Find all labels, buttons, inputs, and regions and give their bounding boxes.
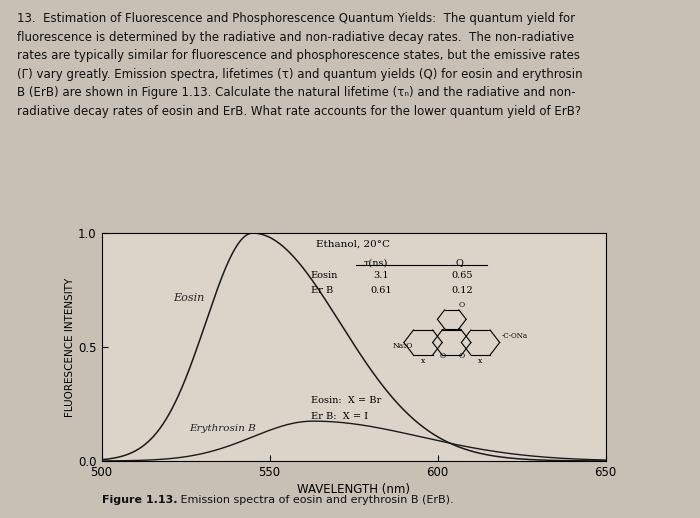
Text: Figure 1.13.: Figure 1.13. xyxy=(102,495,177,505)
Text: Ethanol, 20°C: Ethanol, 20°C xyxy=(316,240,390,249)
Text: τ(ns): τ(ns) xyxy=(364,258,388,267)
Text: Eosin: Eosin xyxy=(311,271,338,280)
Text: 0.65: 0.65 xyxy=(451,271,473,280)
Text: -C-ONa: -C-ONa xyxy=(502,332,528,340)
Text: Er B:  X = I: Er B: X = I xyxy=(311,412,368,421)
Text: O: O xyxy=(458,352,464,361)
Text: 3.1: 3.1 xyxy=(373,271,389,280)
Text: Eosin:  X = Br: Eosin: X = Br xyxy=(311,396,381,405)
Y-axis label: FLUORESCENCE INTENSITY: FLUORESCENCE INTENSITY xyxy=(65,278,75,416)
Text: Emission spectra of eosin and erythrosin B (ErB).: Emission spectra of eosin and erythrosin… xyxy=(177,495,454,505)
Text: O: O xyxy=(458,301,464,309)
Text: 13.  Estimation of Fluorescence and Phosphorescence Quantum Yields:  The quantum: 13. Estimation of Fluorescence and Phosp… xyxy=(18,12,583,118)
Text: x: x xyxy=(421,357,425,365)
Text: Erythrosin B: Erythrosin B xyxy=(189,424,256,434)
Text: Na₂O: Na₂O xyxy=(393,342,414,350)
Text: Eosin: Eosin xyxy=(173,294,204,304)
Text: Q: Q xyxy=(456,258,463,267)
Text: 0.61: 0.61 xyxy=(370,285,392,295)
Text: Er B: Er B xyxy=(311,285,333,295)
Text: O: O xyxy=(439,352,445,361)
Text: x: x xyxy=(478,357,482,365)
X-axis label: WAVELENGTH (nm): WAVELENGTH (nm) xyxy=(297,483,410,496)
Text: 0.12: 0.12 xyxy=(451,285,473,295)
